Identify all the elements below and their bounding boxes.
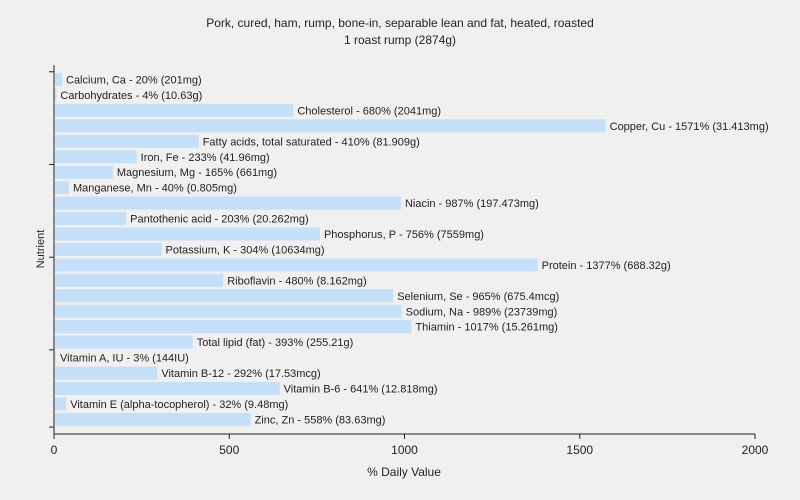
bars-group xyxy=(55,73,606,426)
bar-labels-group: Calcium, Ca - 20% (201mg) Carbohydrates -… xyxy=(60,75,769,427)
bar-label: Copper, Cu - 1571% (31.413mg) xyxy=(610,121,769,133)
bar xyxy=(55,289,394,303)
bar xyxy=(55,119,606,133)
bar xyxy=(55,351,57,365)
bar xyxy=(55,227,320,241)
bar-label: Vitamin E (alpha-tocopherol) - 32% (9.48… xyxy=(70,399,288,411)
bar xyxy=(55,212,127,226)
x-tick-label: 1500 xyxy=(566,443,593,457)
bar xyxy=(55,397,67,411)
bar xyxy=(55,320,412,334)
bar-label: Potassium, K - 304% (10634mg) xyxy=(166,244,325,256)
x-tick-label: 1000 xyxy=(391,443,418,457)
bar-label: Iron, Fe - 233% (41.96mg) xyxy=(141,152,270,164)
chart-title: Pork, cured, ham, rump, bone-in, separab… xyxy=(206,16,594,30)
bar-label: Zinc, Zn - 558% (83.63mg) xyxy=(255,414,386,426)
bar-label: Total lipid (fat) - 393% (255.21g) xyxy=(197,337,354,349)
bar xyxy=(55,335,193,349)
bar xyxy=(55,304,402,318)
bar-label: Riboflavin - 480% (8.162mg) xyxy=(227,275,366,287)
x-tick-label: 2000 xyxy=(742,443,769,457)
bar-label: Magnesium, Mg - 165% (661mg) xyxy=(117,167,277,179)
bar-label: Vitamin A, IU - 3% (144IU) xyxy=(60,353,189,365)
bar xyxy=(55,242,162,256)
x-ticks-group: 0 500 1000 1500 2000 xyxy=(51,434,769,457)
bar-label: Vitamin B-6 - 641% (12.818mg) xyxy=(284,384,438,396)
bar xyxy=(55,103,294,117)
bar xyxy=(55,258,538,272)
bar xyxy=(55,150,137,164)
chart-subtitle: 1 roast rump (2874g) xyxy=(344,33,456,47)
bar-label: Protein - 1377% (688.32g) xyxy=(542,260,671,272)
bar-label: Niacin - 987% (197.473mg) xyxy=(405,198,539,210)
bar-label: Manganese, Mn - 40% (0.805mg) xyxy=(73,183,237,195)
bar-label: Pantothenic acid - 203% (20.262mg) xyxy=(130,214,309,226)
bar-label: Calcium, Ca - 20% (201mg) xyxy=(66,75,202,87)
bar-label: Fatty acids, total saturated - 410% (81.… xyxy=(203,136,420,148)
bar xyxy=(55,73,63,86)
bar xyxy=(55,412,251,426)
bar xyxy=(55,366,158,380)
x-axis-label: % Daily Value xyxy=(367,465,441,479)
bar xyxy=(55,181,70,195)
bar xyxy=(55,88,57,102)
x-tick-label: 500 xyxy=(219,443,239,457)
bar xyxy=(55,273,224,287)
bar-label: Sodium, Na - 989% (23739mg) xyxy=(406,306,558,318)
bar xyxy=(55,134,199,148)
bar-label: Selenium, Se - 965% (675.4mcg) xyxy=(397,291,559,303)
bar-label: Carbohydrates - 4% (10.63g) xyxy=(60,90,202,102)
x-tick-label: 0 xyxy=(51,443,58,457)
bar-label: Phosphorus, P - 756% (7559mg) xyxy=(324,229,484,241)
bar xyxy=(55,382,280,395)
bar-label: Thiamin - 1017% (15.261mg) xyxy=(415,322,557,334)
bar xyxy=(55,165,113,179)
bar xyxy=(55,196,401,210)
bar-label: Vitamin B-12 - 292% (17.53mcg) xyxy=(161,368,320,380)
bar-label: Cholesterol - 680% (2041mg) xyxy=(297,105,441,117)
y-axis-label: Nutrient xyxy=(35,230,47,269)
y-ticks-group xyxy=(49,71,54,428)
